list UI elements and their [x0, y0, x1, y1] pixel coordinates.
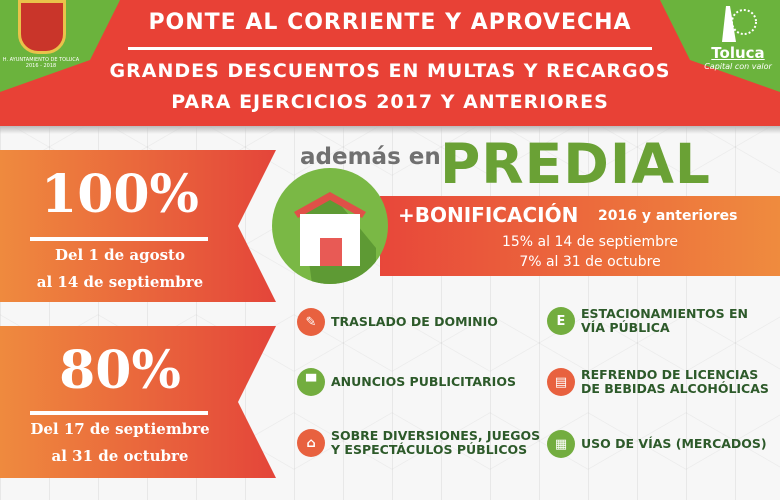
toluca-monument-logo — [722, 6, 757, 42]
predial-title: PREDIAL — [440, 132, 711, 196]
certificate-icon: ▤ — [547, 368, 575, 396]
bonus-scope: 2016 y anteriores — [598, 208, 738, 224]
list-item: ▀ ANUNCIOS PUBLICITARIOS — [297, 368, 516, 396]
discount-ribbon-100 — [0, 150, 276, 302]
bonus-band — [380, 196, 780, 276]
discount-dates: Del 17 de septiembre al 31 de octubre — [0, 416, 240, 470]
item-label: TRASLADO DE DOMINIO — [331, 314, 498, 329]
header-shadow — [0, 126, 780, 134]
date-line: al 14 de septiembre — [36, 273, 204, 291]
logo-right-name: Toluca — [711, 44, 765, 62]
bonus-line-1: 15% al 14 de septiembre — [501, 234, 679, 250]
date-line: al 31 de octubre — [51, 447, 189, 465]
predial-prefix: además en — [300, 144, 441, 170]
discount-ribbon-80 — [0, 326, 276, 478]
divider — [128, 47, 652, 50]
bonus-label: +BONIFICACIÓN — [398, 203, 579, 227]
toluca-coat-of-arms-logo — [18, 0, 66, 54]
list-item: ▦ USO DE VÍAS (MERCADOS) — [547, 430, 767, 458]
discount-percent: 80% — [59, 340, 181, 401]
letter-e-icon: E — [547, 307, 575, 335]
discount-dates: Del 1 de agosto al 14 de septiembre — [0, 242, 240, 296]
subheadline-2: PARA EJERCICIOS 2017 Y ANTERIORES — [171, 91, 609, 113]
billboard-icon: ▀ — [297, 368, 325, 396]
house-icon — [272, 168, 388, 284]
subheadline-1: GRANDES DESCUENTOS EN MULTAS Y RECARGOS — [109, 60, 671, 82]
list-item: ▤ REFRENDO DE LICENCIAS DE BEBIDAS ALCOHÓ… — [547, 368, 780, 396]
item-label: ESTACIONAMIENTOS EN VÍA PÚBLICA — [581, 306, 748, 335]
bonus-line-2: 7% al 31 de octubre — [519, 254, 661, 270]
shopping-cart-icon: ▦ — [547, 430, 575, 458]
discount-percent: 100% — [41, 164, 199, 225]
ribbon-divider — [30, 411, 208, 415]
header-banner — [0, 0, 780, 126]
list-item: ✎ TRASLADO DE DOMINIO — [297, 308, 498, 336]
date-line: Del 1 de agosto — [55, 246, 185, 264]
logo-right-slogan: Capital con valor — [704, 62, 772, 71]
logo-left-text: H. AYUNTAMIENTO DE TOLUCA 2016 - 2018 — [2, 57, 80, 69]
date-line: Del 17 de septiembre — [30, 420, 210, 438]
item-label: ANUNCIOS PUBLICITARIOS — [331, 374, 516, 389]
logo-right-text: Toluca Capital con valor — [698, 44, 778, 71]
list-item: ⌂ SOBRE DIVERSIONES, JUEGOS Y ESPECTÁCULO… — [297, 429, 541, 457]
headline: PONTE AL CORRIENTE Y APROVECHA — [148, 10, 632, 35]
item-label: SOBRE DIVERSIONES, JUEGOS Y ESPECTÁCULOS… — [331, 428, 541, 457]
item-label: USO DE VÍAS (MERCADOS) — [581, 436, 767, 451]
item-label: REFRENDO DE LICENCIAS DE BEBIDAS ALCOHÓL… — [581, 367, 769, 396]
ribbon-divider — [30, 237, 208, 241]
document-pen-icon: ✎ — [297, 308, 325, 336]
circus-tent-icon: ⌂ — [297, 429, 325, 457]
list-item: E ESTACIONAMIENTOS EN VÍA PÚBLICA — [547, 307, 761, 335]
